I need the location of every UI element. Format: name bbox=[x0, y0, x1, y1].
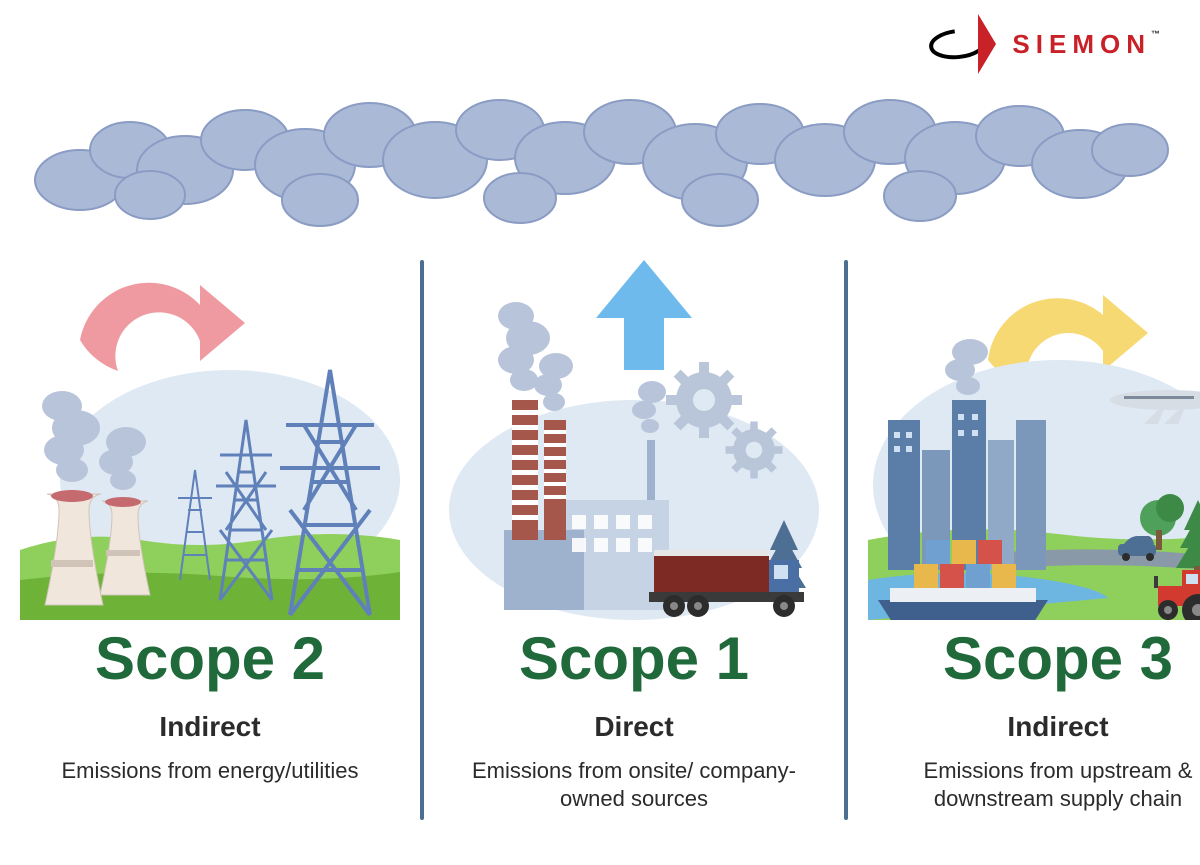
scope-subtitle: Indirect bbox=[20, 711, 400, 743]
brand-logo: SIEMON™ bbox=[928, 12, 1160, 76]
chimney-icon bbox=[544, 420, 566, 540]
scope-title: Scope 3 bbox=[868, 624, 1200, 693]
scope-description: Emissions from upstream & downstream sup… bbox=[868, 757, 1200, 812]
scope-title: Scope 1 bbox=[444, 624, 824, 693]
illustration-scope2 bbox=[20, 250, 400, 620]
arrow-up-icon bbox=[596, 260, 692, 370]
panel-scope3: Scope 3 Indirect Emissions from upstream… bbox=[848, 250, 1200, 865]
panel-scope1: Scope 1 Direct Emissions from onsite/ co… bbox=[424, 250, 844, 865]
arrow-up-icon bbox=[80, 283, 245, 371]
brand-name: SIEMON™ bbox=[1012, 29, 1160, 60]
panel-scope2: Scope 2 Indirect Emissions from energy/u… bbox=[0, 250, 420, 865]
scopes-row: Scope 2 Indirect Emissions from energy/u… bbox=[0, 250, 1200, 865]
scope-description: Emissions from energy/utilities bbox=[20, 757, 400, 785]
brand-tm: ™ bbox=[1151, 29, 1160, 39]
scope-subtitle: Direct bbox=[444, 711, 824, 743]
truck-icon bbox=[649, 550, 804, 617]
scope-title: Scope 2 bbox=[20, 624, 400, 693]
chimney-icon bbox=[512, 400, 538, 540]
emissions-cloud-band bbox=[20, 70, 1180, 240]
scope-description: Emissions from onsite/ company-owned sou… bbox=[444, 757, 824, 812]
brand-name-text: SIEMON bbox=[1012, 29, 1151, 59]
brand-logo-mark bbox=[928, 12, 998, 76]
scope-subtitle: Indirect bbox=[868, 711, 1200, 743]
illustration-scope3 bbox=[868, 250, 1200, 620]
illustration-scope1 bbox=[444, 250, 824, 620]
